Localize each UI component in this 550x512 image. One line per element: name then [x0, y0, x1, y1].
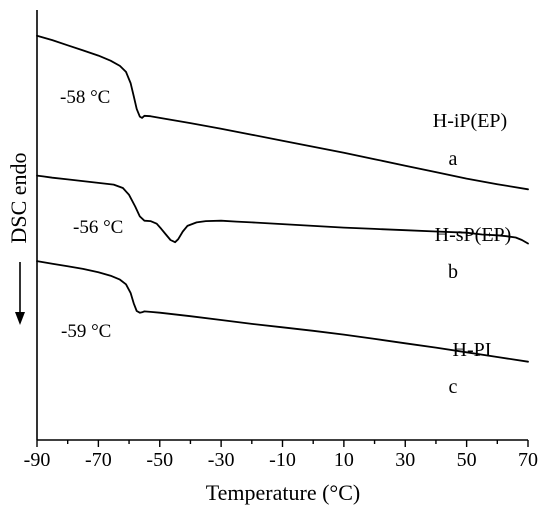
curve-letter-a: a: [449, 148, 458, 170]
x-tick-label: -30: [208, 449, 235, 471]
dsc-curve-a: [36, 34, 529, 191]
y-axis-title-group: DSC endo: [6, 152, 31, 325]
y-axis-arrowhead-icon: [15, 312, 25, 325]
plot-axes: -90 -70 -50 -30 -10 10 30 50 70: [24, 10, 538, 471]
x-tick-label: -70: [85, 449, 112, 471]
plot-traces: [36, 34, 529, 363]
dsc-curve-c: [36, 260, 529, 363]
y-axis-title: DSC endo: [6, 152, 31, 243]
tg-annotation-a: -58 °C: [60, 87, 110, 108]
curve-letter-c: c: [449, 376, 458, 398]
curve-letter-b: b: [448, 261, 458, 283]
curve-name-a: H-iP(EP): [433, 110, 507, 132]
x-tick-label: 10: [334, 449, 354, 471]
x-tick-label: -10: [269, 449, 296, 471]
x-tick-label: -90: [24, 449, 51, 471]
x-tick-label: 50: [457, 449, 477, 471]
tg-annotation-b: -56 °C: [73, 217, 123, 238]
x-axis-title: Temperature (°C): [206, 480, 360, 505]
curve-name-c: H-PI: [453, 339, 492, 361]
x-tick-label: 70: [518, 449, 538, 471]
dsc-curve-b: [36, 174, 529, 245]
x-tick-label: 30: [395, 449, 415, 471]
tg-annotation-c: -59 °C: [61, 321, 111, 342]
curve-name-b: H-sP(EP): [435, 224, 512, 246]
x-tick-label: -50: [146, 449, 173, 471]
plot-annotations: -58 °C H-iP(EP) a -56 °C H-sP(EP) b -59 °C H-PI…: [60, 87, 511, 398]
